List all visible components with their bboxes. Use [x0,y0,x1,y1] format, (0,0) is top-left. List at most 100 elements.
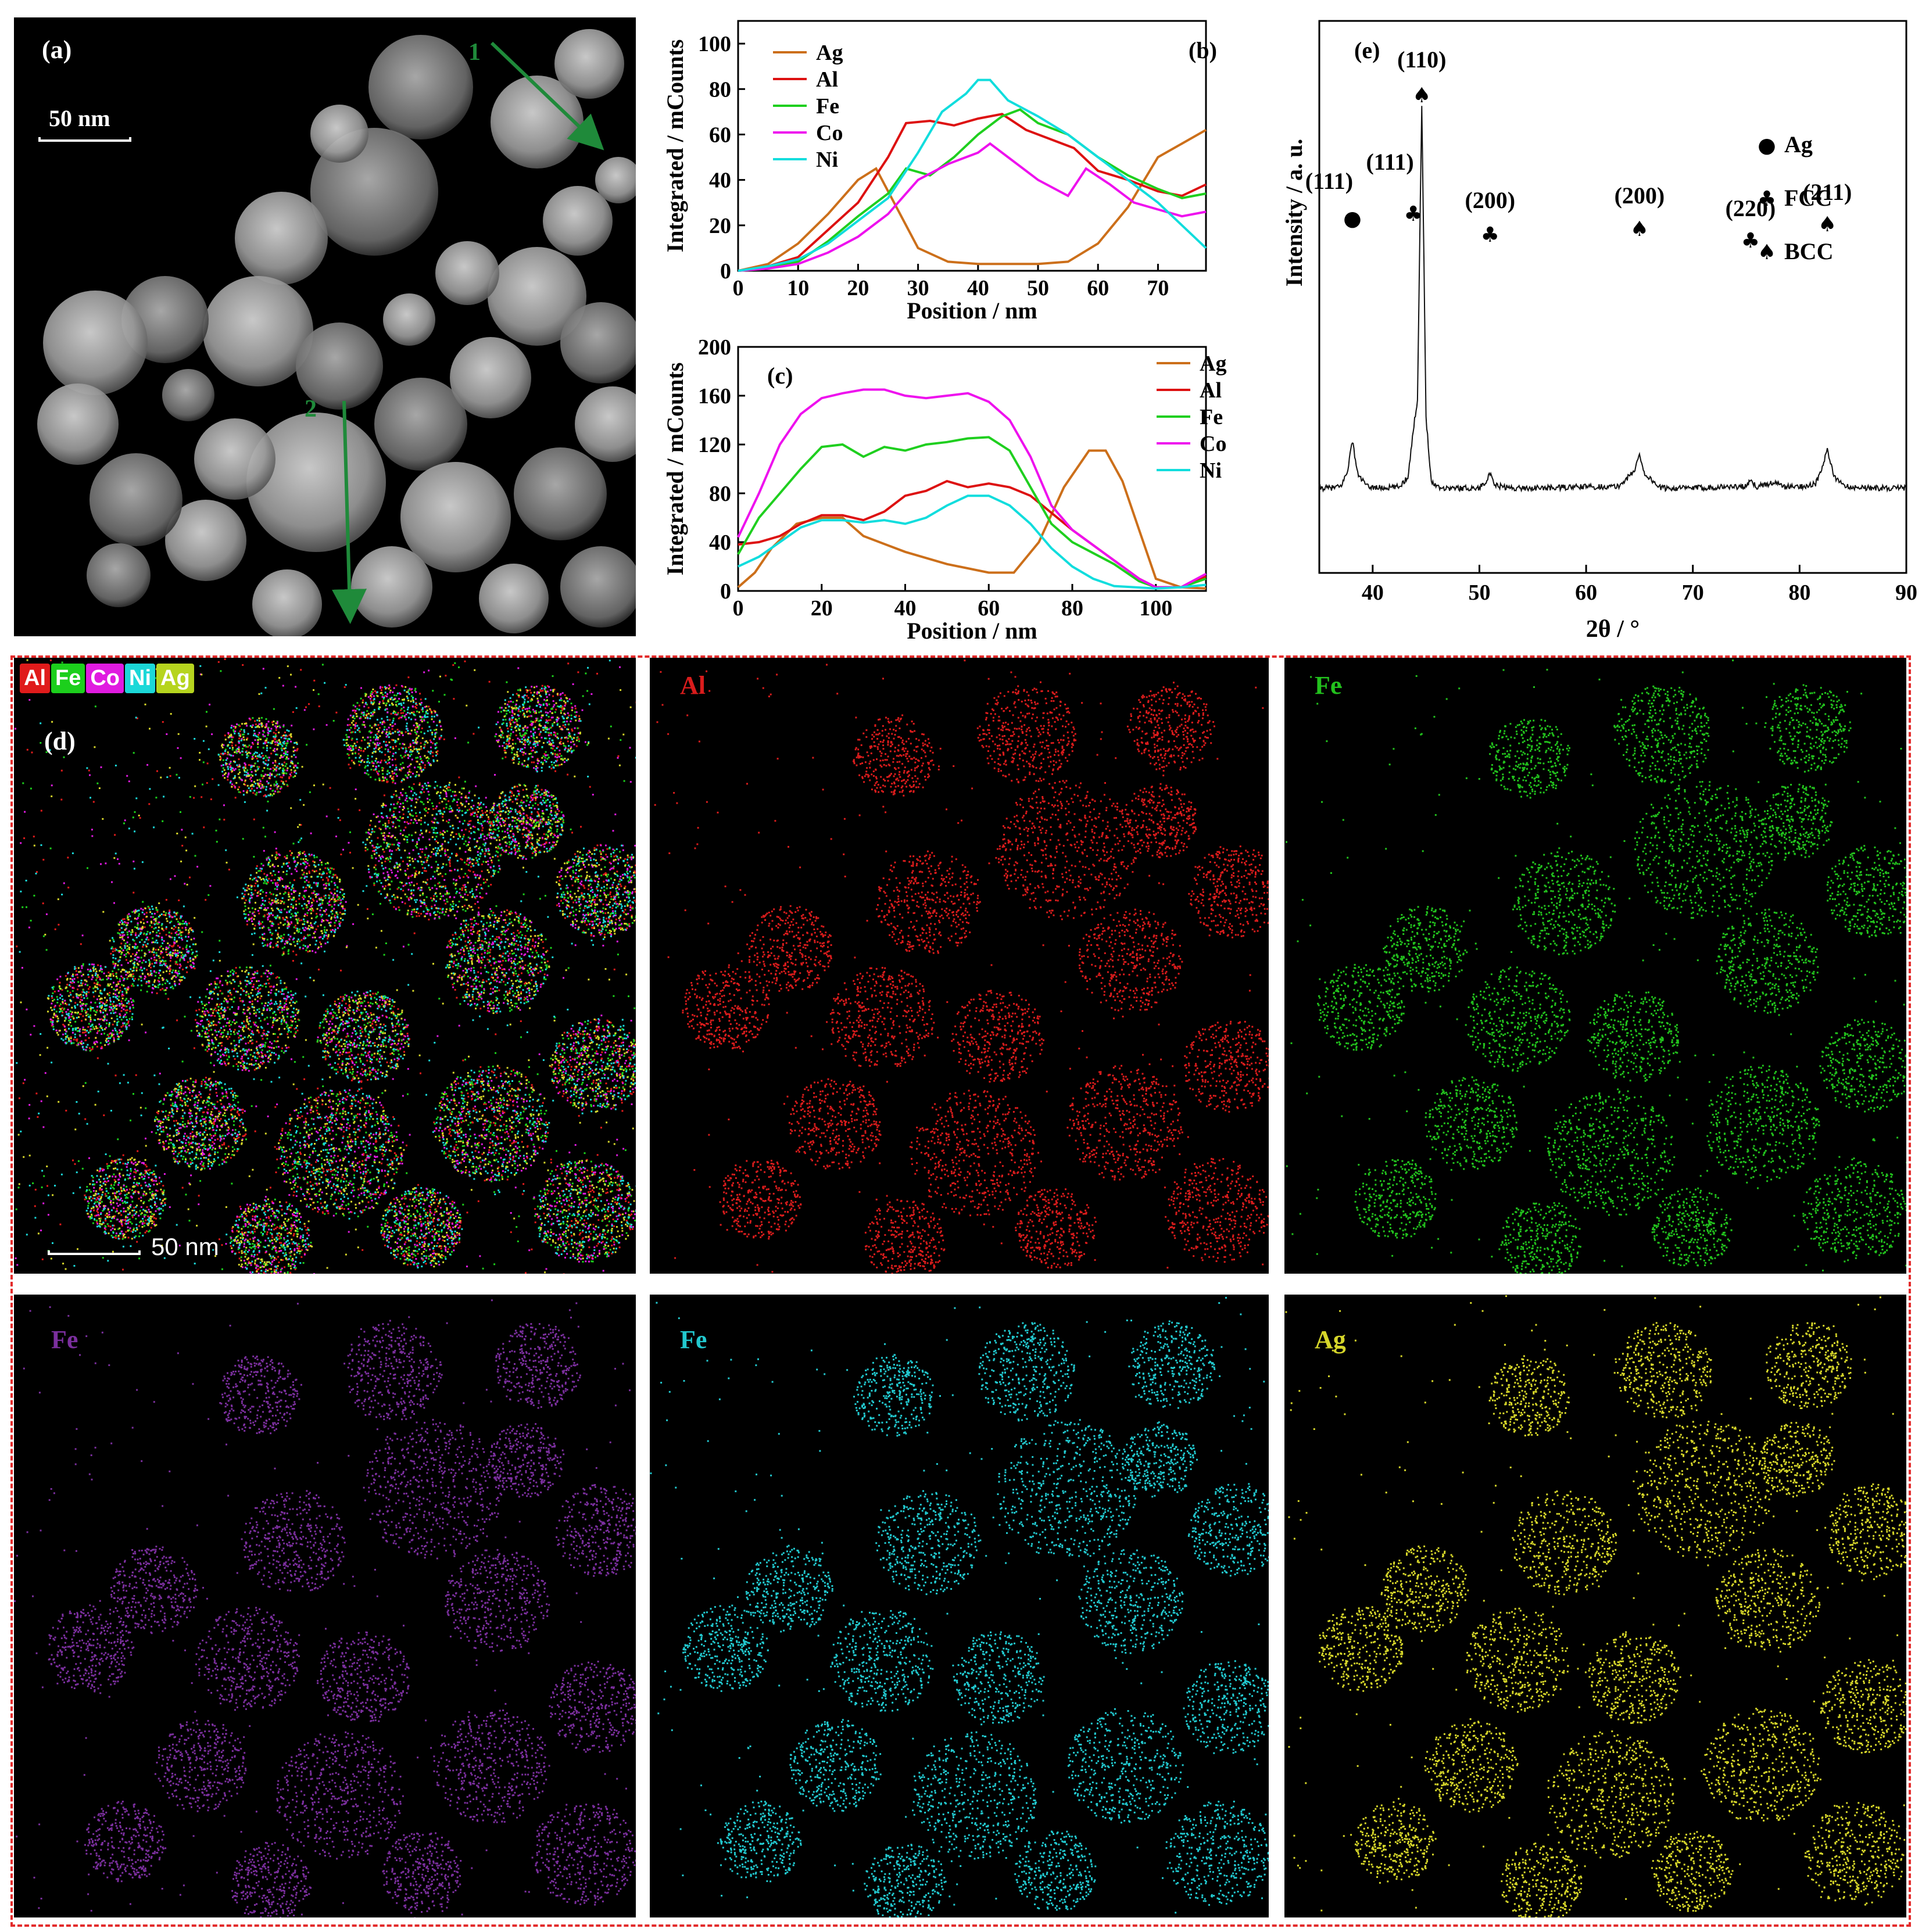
x-tick-label: 0 [733,596,744,621]
particles-image [37,29,636,636]
arrow-label-2: 2 [305,395,317,423]
particle [400,462,511,572]
peak-symbol: ♣ [1481,223,1499,247]
x-tick-label: 50 [1468,580,1490,605]
micrograph-a: (a) 50 nm 1 2 [14,17,636,636]
chart-e: 40 50 60 70 80 90 2θ / ° Intensity / a. u. ● (111… [1273,12,1918,651]
y-axis-label: Intensity / a. u. [1281,139,1307,287]
xrd-pattern [1319,106,1907,493]
particle [450,337,531,418]
particle [90,453,182,546]
x-axis-label: 2θ / ° [1586,616,1640,643]
particle [595,157,636,203]
legend-label: Ag [1784,131,1813,157]
particle [491,76,584,169]
chip-ni: Ni [125,664,156,693]
peak-hkl-label: (111) [1366,149,1413,175]
panel-label: (c) [767,363,793,389]
x-axis-label: Position / nm [907,618,1037,644]
particle [43,291,148,395]
legend-label-al: Al [1200,378,1222,403]
particle [252,569,322,636]
y-tick-label: 80 [709,77,731,102]
y-axis-label: Integrated / mCounts [662,40,688,253]
legend-label-fe: Fe [816,94,839,119]
chart-b: 0 20 40 60 80 100 0 10 20 30 40 50 60 70 Position / nm… [633,12,1279,325]
x-tick-label: 60 [1575,580,1597,605]
particle [310,105,368,163]
peak-hkl-label: (111) [1305,168,1353,194]
peak-symbol: ♠ [1630,217,1649,241]
particle [383,293,435,346]
x-tick-label: 40 [1362,580,1384,605]
particle [162,369,214,421]
arrow-1 [490,41,604,150]
eds-map-frame [10,655,1911,1927]
x-tick-label: 10 [787,276,809,300]
peak-symbol: ♣ [1741,229,1760,253]
series-line-ni [738,494,1207,590]
x-tick-label: 30 [907,276,929,300]
arrow-label-1: 1 [468,38,481,66]
panel-label-d: (d) [44,726,76,756]
legend-label-ag: Ag [1200,352,1226,376]
particle [575,386,636,462]
y-tick-label: 40 [709,169,731,193]
y-tick-label: 160 [698,384,731,408]
plot-frame [737,346,1207,592]
eds-map-ag: Ag [1284,1295,1906,1917]
arrow-2 [332,400,367,624]
particle [554,29,624,99]
peak-hkl-label: (200) [1465,187,1515,213]
particle [296,322,383,410]
map-title-fe: Fe [1315,671,1341,700]
particle [235,192,328,285]
series-line-fe [738,108,1207,272]
legend-symbol: ♠ [1758,241,1776,264]
x-tick-label: 80 [1788,580,1810,605]
particle [37,383,119,465]
y-axis-label: Integrated / mCounts [662,363,688,576]
x-tick-label: 100 [1139,596,1172,621]
x-tick-label: 0 [733,276,744,300]
y-tick-label: 60 [709,123,731,147]
legend-label-ni: Ni [1200,458,1222,483]
particle [479,564,549,633]
series-line-ni [738,78,1207,272]
scale-label-d: 50 nm [151,1233,219,1261]
legend-label-co: Co [1200,432,1226,456]
particle [194,418,275,500]
chip-fe: Fe [51,664,85,693]
peak-hkl-label: (220) [1726,195,1776,221]
peak-symbol: ● [1343,207,1361,231]
legend-label-fe: Fe [1200,405,1223,429]
legend-symbol: ● [1758,134,1776,157]
y-tick-label: 0 [720,579,731,604]
chip-al: Al [20,664,50,693]
series-line-al [738,479,1207,589]
eds-overlay-map: Al Fe Co Ni Ag (d) 50 nm [14,658,636,1274]
particle [488,247,586,346]
x-tick-label: 20 [811,596,833,621]
panel-label-a: (a) [42,35,71,64]
peak-hkl-label: (110) [1397,46,1446,73]
y-tick-label: 100 [698,32,731,56]
particle [374,378,467,471]
plot-frame [737,20,1207,272]
panel-label: (b) [1189,37,1217,63]
series-line-co [738,142,1207,272]
legend-label: BCC [1784,238,1833,264]
scale-label-a: 50 nm [49,105,110,132]
panel-label: (e) [1354,37,1380,63]
x-tick-label: 70 [1147,276,1169,300]
x-tick-label: 20 [847,276,869,300]
series-line-ag [738,128,1207,272]
line-scan-arrows [332,41,604,624]
map-title-ag: Ag [1315,1325,1346,1354]
legend-symbol: ♣ [1758,187,1776,211]
scale-bar-a [38,137,131,142]
series-line-fe [737,436,1207,589]
x-tick-label: 80 [1061,596,1083,621]
particle [368,35,473,139]
peak-hkl-label: (200) [1615,182,1665,209]
